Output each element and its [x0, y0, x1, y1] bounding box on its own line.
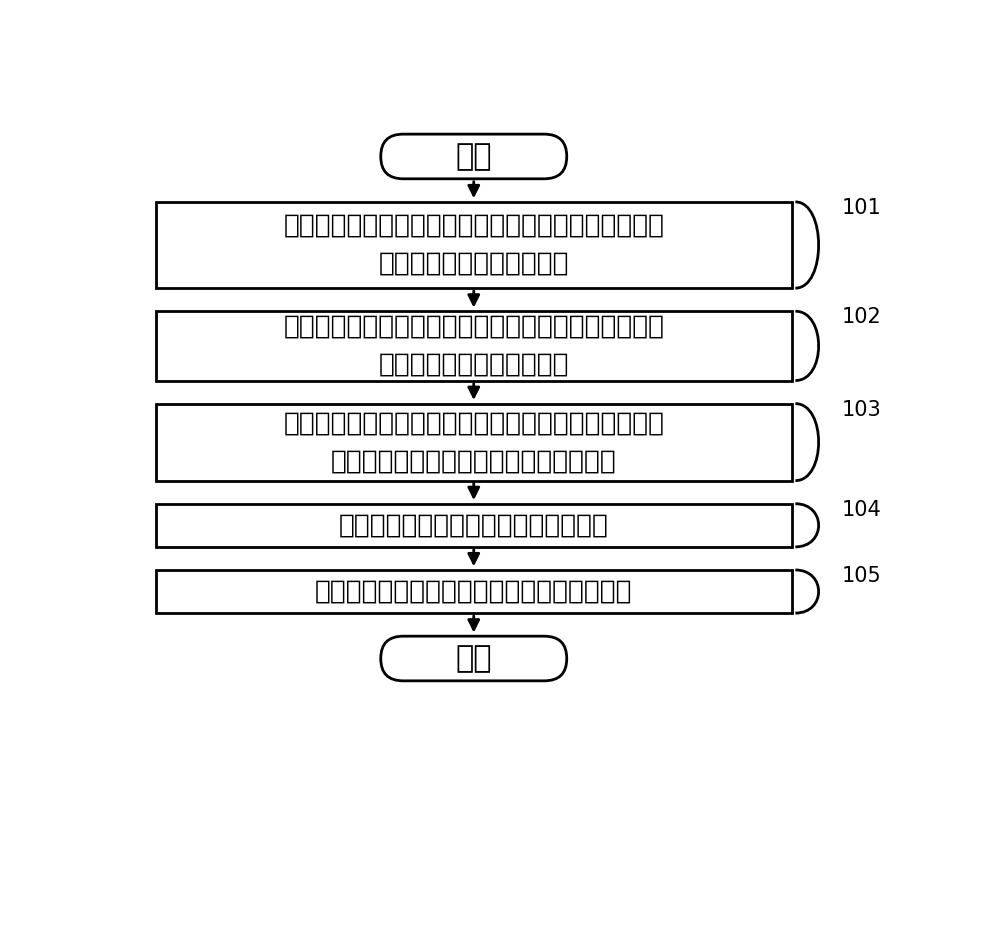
- Text: 获取光储机中的目标参数，目标参数用于表征当前光储
机的电流、电压、温度参数: 获取光储机中的目标参数，目标参数用于表征当前光储 机的电流、电压、温度参数: [283, 213, 664, 277]
- FancyBboxPatch shape: [381, 636, 567, 681]
- Bar: [156, 311, 792, 380]
- Text: 根据目标参数与预先设定的参数阈値的大小关系，确定
光储机对应的目标参考电流: 根据目标参数与预先设定的参数阈値的大小关系，确定 光储机对应的目标参考电流: [283, 314, 664, 378]
- Text: 101: 101: [842, 198, 882, 218]
- Bar: [156, 504, 792, 547]
- Text: 开始: 开始: [456, 142, 492, 171]
- Text: 判断目标参考电流与光储机中储能模块设定的额定电流
是否满足设定条件，得到对应的判断结果: 判断目标参考电流与光储机中储能模块设定的额定电流 是否满足设定条件，得到对应的判…: [283, 410, 664, 475]
- Bar: [156, 570, 792, 613]
- FancyBboxPatch shape: [381, 134, 567, 179]
- Text: 基于目标控制电流执行对光储机的充放电控制: 基于目标控制电流执行对光储机的充放电控制: [315, 578, 633, 605]
- Text: 102: 102: [842, 307, 882, 327]
- Bar: [156, 202, 792, 288]
- Text: 103: 103: [842, 399, 882, 419]
- Bar: [156, 403, 792, 480]
- Text: 根据判断结果确定对应的目标控制电流: 根据判断结果确定对应的目标控制电流: [339, 513, 609, 538]
- Text: 104: 104: [842, 500, 882, 520]
- Text: 105: 105: [842, 566, 882, 586]
- Text: 结束: 结束: [456, 644, 492, 673]
